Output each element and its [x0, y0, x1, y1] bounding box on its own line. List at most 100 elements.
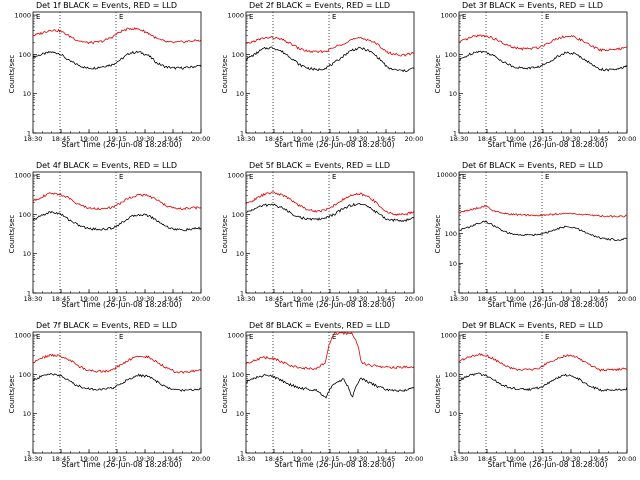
x-tick-label: 19:15: [534, 135, 553, 143]
events-series-line: [32, 372, 202, 392]
x-tick-label: 18:45: [478, 135, 497, 143]
y-axis-label: Counts/sec: [8, 214, 16, 254]
x-axis-label: Start Time (26-Jun-08 18:28:00): [487, 140, 608, 149]
detector-panel: 1 10 100 1000 18:30 18:45 19:00 19:15 19:30 19:45…: [0, 320, 213, 480]
y-tick-label: 1: [453, 130, 457, 138]
x-tick-label: 20:00: [192, 455, 211, 463]
x-tick-label: 18:45: [52, 455, 71, 463]
panel-title: Det 3f BLACK = Events, RED = LLD: [461, 1, 604, 10]
x-tick-label: 19:00: [506, 135, 525, 143]
y-tick-label: 100: [232, 371, 244, 379]
lld-series-line: [458, 352, 628, 372]
y-tick-label: 100: [232, 51, 244, 59]
y-tick-label: 1: [27, 130, 31, 138]
x-tick-label: 19:15: [321, 295, 340, 303]
detector-panel: 1 10 100 1000 18:30 18:45 19:00 19:15 19:30 19:45…: [213, 160, 426, 320]
x-tick-label: 20:00: [618, 295, 637, 303]
events-series-line: [32, 50, 202, 70]
y-tick-label: 1000: [440, 332, 457, 340]
panel-title: Det 2f BLACK = Events, RED = LLD: [248, 1, 391, 10]
event-marker: E: [462, 333, 466, 341]
plot-frame: [458, 171, 628, 294]
y-tick-label: 100: [19, 51, 31, 59]
x-tick-label: 19:45: [377, 295, 396, 303]
panel-title: Det 4f BLACK = Events, RED = LLD: [35, 161, 178, 170]
plot-frame: [458, 331, 628, 454]
x-tick-label: 18:45: [478, 455, 497, 463]
events-series-line: [458, 220, 628, 241]
x-tick-label: 19:15: [321, 135, 340, 143]
x-axis-label: Start Time (26-Jun-08 18:28:00): [61, 140, 182, 149]
event-marker: E: [249, 173, 253, 181]
y-tick-label: 1000: [227, 12, 244, 20]
chart-svg: 1 10 100 1000 18:30 18:45 19:00 19:15 19:30 19:45…: [14, 331, 211, 463]
x-axis-label: Start Time (26-Jun-08 18:28:00): [487, 300, 608, 309]
x-tick-label: 19:30: [136, 295, 155, 303]
y-tick-label: 100: [445, 230, 457, 238]
y-tick-label: 100: [445, 371, 457, 379]
plot-frame: [32, 331, 202, 454]
chart-svg: 1 10 100 1000 18:30 18:45 19:00 19:15 19:30 19:45…: [227, 171, 423, 303]
x-tick-label: 19:30: [349, 295, 368, 303]
x-tick-label: 19:45: [590, 455, 609, 463]
y-tick-label: 1: [240, 130, 244, 138]
y-tick-label: 1: [27, 450, 31, 458]
y-tick-label: 1000: [440, 12, 457, 20]
x-tick-label: 19:30: [136, 455, 155, 463]
detector-panel: 1 10 100 1000 18:30 18:45 19:00 19:15 19:30 19:45…: [0, 0, 213, 160]
y-tick-label: 10: [23, 250, 31, 258]
event-marker: E: [332, 173, 336, 181]
plot-frame: [32, 171, 202, 294]
panel-title: Det 5f BLACK = Events, RED = LLD: [248, 161, 391, 170]
event-marker: E: [545, 333, 549, 341]
panel-title: Det 8f BLACK = Events, RED = LLD: [248, 321, 391, 330]
y-tick-label: 1: [27, 290, 31, 298]
x-tick-label: 19:45: [164, 295, 183, 303]
y-tick-label: 1000: [227, 172, 244, 180]
x-axis-label: Start Time (26-Jun-08 18:28:00): [274, 140, 395, 149]
lld-series-line: [458, 34, 628, 53]
lld-series-line: [245, 191, 415, 217]
x-tick-label: 19:45: [164, 455, 183, 463]
y-tick-label: 10: [449, 260, 457, 268]
y-tick-label: 1: [240, 290, 244, 298]
x-tick-label: 20:00: [618, 455, 637, 463]
lld-series-line: [245, 35, 415, 57]
x-tick-label: 18:45: [265, 295, 284, 303]
detector-panel: 1 10 100 10000 18:30 18:45 19:00 19:15 19:30 19:4…: [426, 160, 639, 320]
chart-svg: 1 10 100 1000 18:30 18:45 19:00 19:15 19:30 19:45…: [14, 11, 210, 143]
detector-panel: 1 10 100 1000 18:30 18:45 19:00 19:15 19:30 19:45…: [426, 0, 639, 160]
event-marker: E: [545, 173, 549, 181]
y-tick-label: 1000: [14, 332, 31, 340]
event-marker: E: [36, 13, 40, 21]
x-tick-label: 18:45: [52, 135, 71, 143]
x-tick-label: 19:15: [108, 135, 127, 143]
lld-series-line: [32, 192, 202, 211]
y-tick-label: 10: [236, 410, 244, 418]
x-tick-label: 19:00: [506, 455, 525, 463]
x-tick-label: 19:00: [293, 455, 312, 463]
plot-frame: [245, 171, 415, 294]
chart-svg: 1 10 100 1000 18:30 18:45 19:00 19:15 19:30 19:45…: [14, 171, 210, 303]
y-axis-label: Counts/sec: [8, 374, 16, 414]
events-series-line: [245, 202, 415, 223]
x-tick-label: 18:30: [24, 295, 43, 303]
x-axis-label: Start Time (26-Jun-08 18:28:00): [61, 460, 182, 469]
event-marker: E: [36, 333, 40, 341]
x-tick-label: 19:15: [534, 295, 553, 303]
x-tick-label: 20:00: [405, 455, 424, 463]
y-axis-label: Counts/sec: [221, 214, 229, 254]
y-axis-label: Counts/sec: [221, 374, 229, 414]
x-tick-label: 19:00: [80, 135, 99, 143]
y-tick-label: 1: [240, 450, 244, 458]
events-series-line: [32, 211, 202, 232]
x-tick-label: 19:45: [590, 135, 609, 143]
events-series-line: [245, 46, 415, 73]
panel-title: Det 7f BLACK = Events, RED = LLD: [35, 321, 178, 330]
y-tick-label: 100: [19, 371, 31, 379]
x-tick-label: 18:30: [237, 135, 256, 143]
lld-series-line: [32, 27, 202, 45]
plot-frame: [245, 331, 415, 454]
panel-title: Det 1f BLACK = Events, RED = LLD: [35, 1, 178, 10]
